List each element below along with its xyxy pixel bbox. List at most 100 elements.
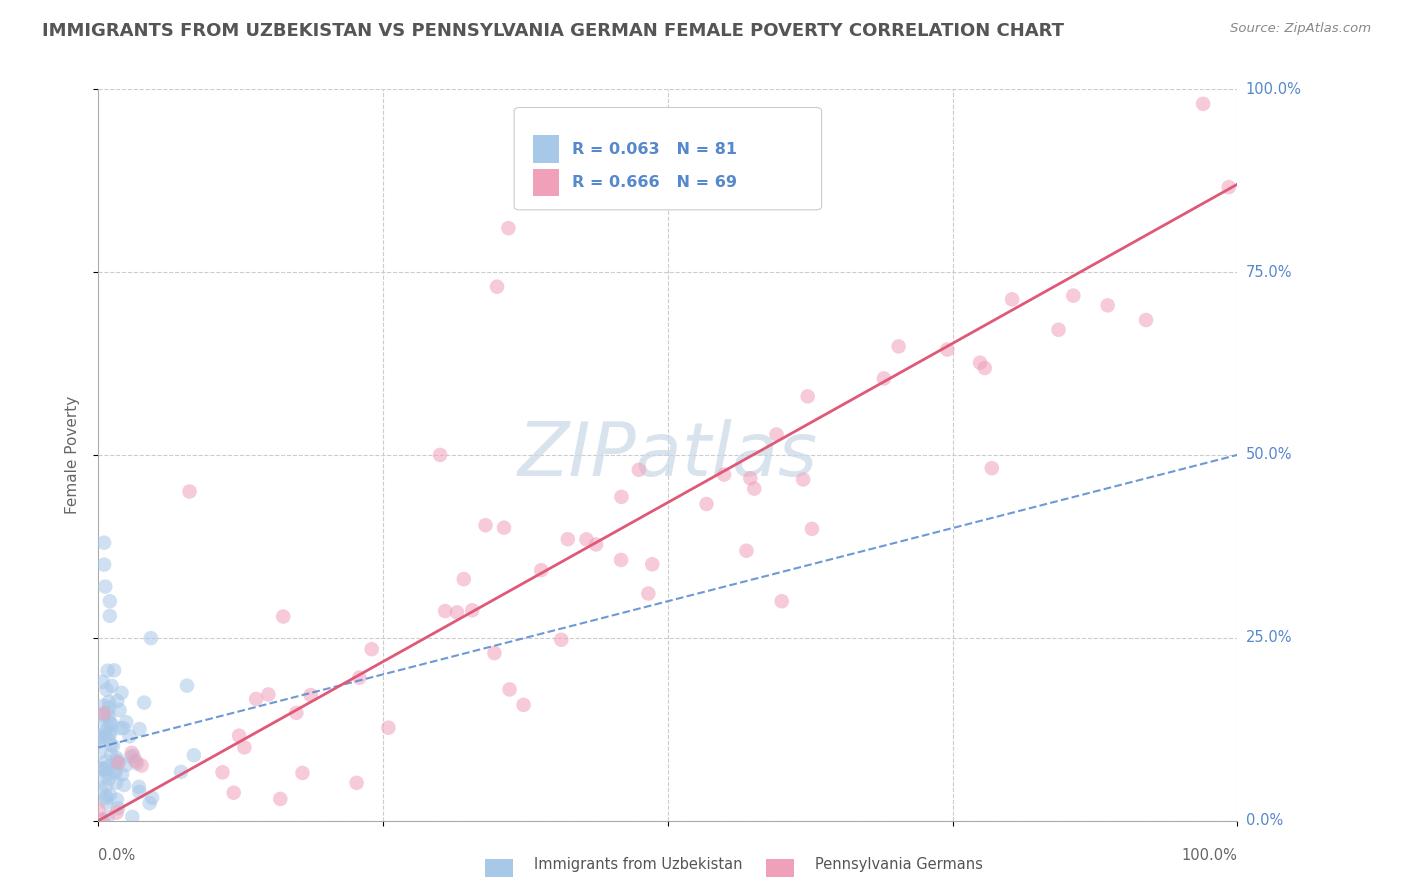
Point <box>257 688 280 702</box>
Point <box>115 714 138 729</box>
Point <box>97 710 120 724</box>
Point <box>742 482 765 496</box>
Point <box>98 594 121 608</box>
Point <box>128 722 150 736</box>
Point <box>131 758 153 772</box>
Point <box>128 785 150 799</box>
Point <box>93 558 115 572</box>
Text: IMMIGRANTS FROM UZBEKISTAN VS PENNSYLVANIA GERMAN FEMALE POVERTY CORRELATION CHA: IMMIGRANTS FROM UZBEKISTAN VS PENNSYLVAN… <box>42 22 1064 40</box>
Point <box>1062 288 1084 302</box>
Point <box>107 756 129 770</box>
Point <box>97 810 120 824</box>
Point <box>97 664 120 678</box>
Point <box>434 604 457 618</box>
Point <box>97 695 120 709</box>
Point <box>887 339 910 353</box>
Point <box>96 721 118 735</box>
Point <box>575 533 598 547</box>
Point <box>91 763 114 777</box>
Point <box>90 731 112 746</box>
Point <box>610 490 633 504</box>
Point <box>89 761 111 775</box>
Point <box>105 792 128 806</box>
Point <box>1135 313 1157 327</box>
Point <box>97 706 120 720</box>
Text: R = 0.063   N = 81: R = 0.063 N = 81 <box>572 142 737 157</box>
Point <box>87 803 110 817</box>
Point <box>93 706 115 721</box>
Point <box>346 776 368 790</box>
Point <box>104 763 127 777</box>
Point <box>530 563 553 577</box>
Point <box>98 608 121 623</box>
Point <box>104 765 127 780</box>
Point <box>453 572 475 586</box>
Point <box>498 682 520 697</box>
Point <box>98 759 121 773</box>
Point <box>299 688 322 702</box>
Point <box>89 745 111 759</box>
Point <box>550 632 572 647</box>
Point <box>94 580 117 594</box>
Point <box>484 646 506 660</box>
Point <box>377 721 399 735</box>
Point <box>128 780 150 794</box>
Point <box>120 749 142 764</box>
Point <box>105 753 128 767</box>
Point <box>96 789 118 804</box>
Point <box>269 792 291 806</box>
Point <box>474 518 496 533</box>
Point <box>800 522 823 536</box>
Point <box>97 700 120 714</box>
Point <box>101 717 124 731</box>
Point <box>96 755 118 769</box>
Point <box>696 497 718 511</box>
Point <box>138 796 160 810</box>
Point <box>101 739 124 753</box>
Point <box>91 713 114 727</box>
Point <box>111 767 134 781</box>
Point <box>429 448 451 462</box>
Point <box>512 698 534 712</box>
Point <box>641 558 664 572</box>
Point <box>112 778 135 792</box>
Point <box>100 747 122 762</box>
Point <box>112 721 135 735</box>
Point <box>107 756 129 770</box>
Point <box>89 729 111 743</box>
Point <box>557 532 579 546</box>
Point <box>765 427 787 442</box>
Point <box>610 553 633 567</box>
Point <box>1001 293 1024 307</box>
Point <box>107 801 129 815</box>
Point <box>96 796 118 810</box>
Text: Source: ZipAtlas.com: Source: ZipAtlas.com <box>1230 22 1371 36</box>
Point <box>98 788 121 802</box>
Text: R = 0.666   N = 69: R = 0.666 N = 69 <box>572 175 737 190</box>
Point <box>89 731 111 745</box>
Point <box>349 671 371 685</box>
Point <box>713 467 735 482</box>
Point <box>498 221 520 235</box>
Point <box>271 609 294 624</box>
Bar <box>533 169 558 196</box>
Point <box>973 361 995 376</box>
Point <box>446 605 468 619</box>
Y-axis label: Female Poverty: Female Poverty <box>65 396 80 514</box>
Point <box>245 692 267 706</box>
Point <box>90 783 112 797</box>
Point <box>121 746 143 760</box>
Text: Pennsylvania Germans: Pennsylvania Germans <box>815 857 983 872</box>
Point <box>134 696 156 710</box>
Point <box>97 732 120 747</box>
Point <box>139 631 162 645</box>
Text: 0.0%: 0.0% <box>98 848 135 863</box>
Point <box>91 708 114 723</box>
Point <box>792 473 814 487</box>
Point <box>637 586 659 600</box>
Point <box>105 751 128 765</box>
Text: 75.0%: 75.0% <box>1246 265 1292 279</box>
Point <box>108 721 131 735</box>
Point <box>1192 96 1215 111</box>
Point <box>105 805 128 820</box>
